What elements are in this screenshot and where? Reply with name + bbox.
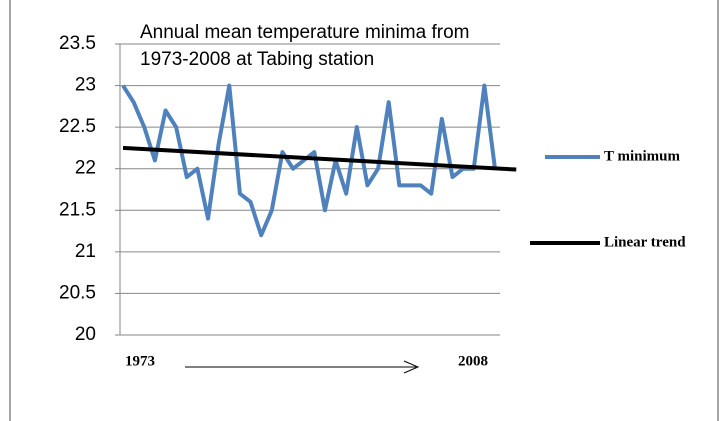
- frame: [9, 0, 719, 421]
- y-tick-label: 20.5: [59, 282, 96, 303]
- y-tick-label: 22: [75, 158, 96, 179]
- y-tick-label: 21.5: [59, 199, 96, 220]
- legend-label: Linear trend: [604, 234, 686, 250]
- chart-title: 1973-2008 at Tabing station: [140, 49, 374, 70]
- y-tick-label: 23.5: [59, 33, 96, 54]
- y-tick-label: 21: [75, 241, 96, 262]
- y-tick-label: 23: [75, 75, 96, 96]
- chart-title: Annual mean temperature minima from: [140, 22, 469, 43]
- arrow-head: [403, 360, 420, 374]
- data-line: [121, 83, 497, 238]
- legend-label: T minimum: [604, 148, 680, 164]
- x-tick-label: 2008: [458, 353, 488, 369]
- trend-line: [122, 145, 517, 172]
- x-tick-label: 1973: [125, 353, 155, 369]
- y-tick-label: 20: [75, 324, 96, 345]
- y-tick-label: 22.5: [59, 116, 96, 137]
